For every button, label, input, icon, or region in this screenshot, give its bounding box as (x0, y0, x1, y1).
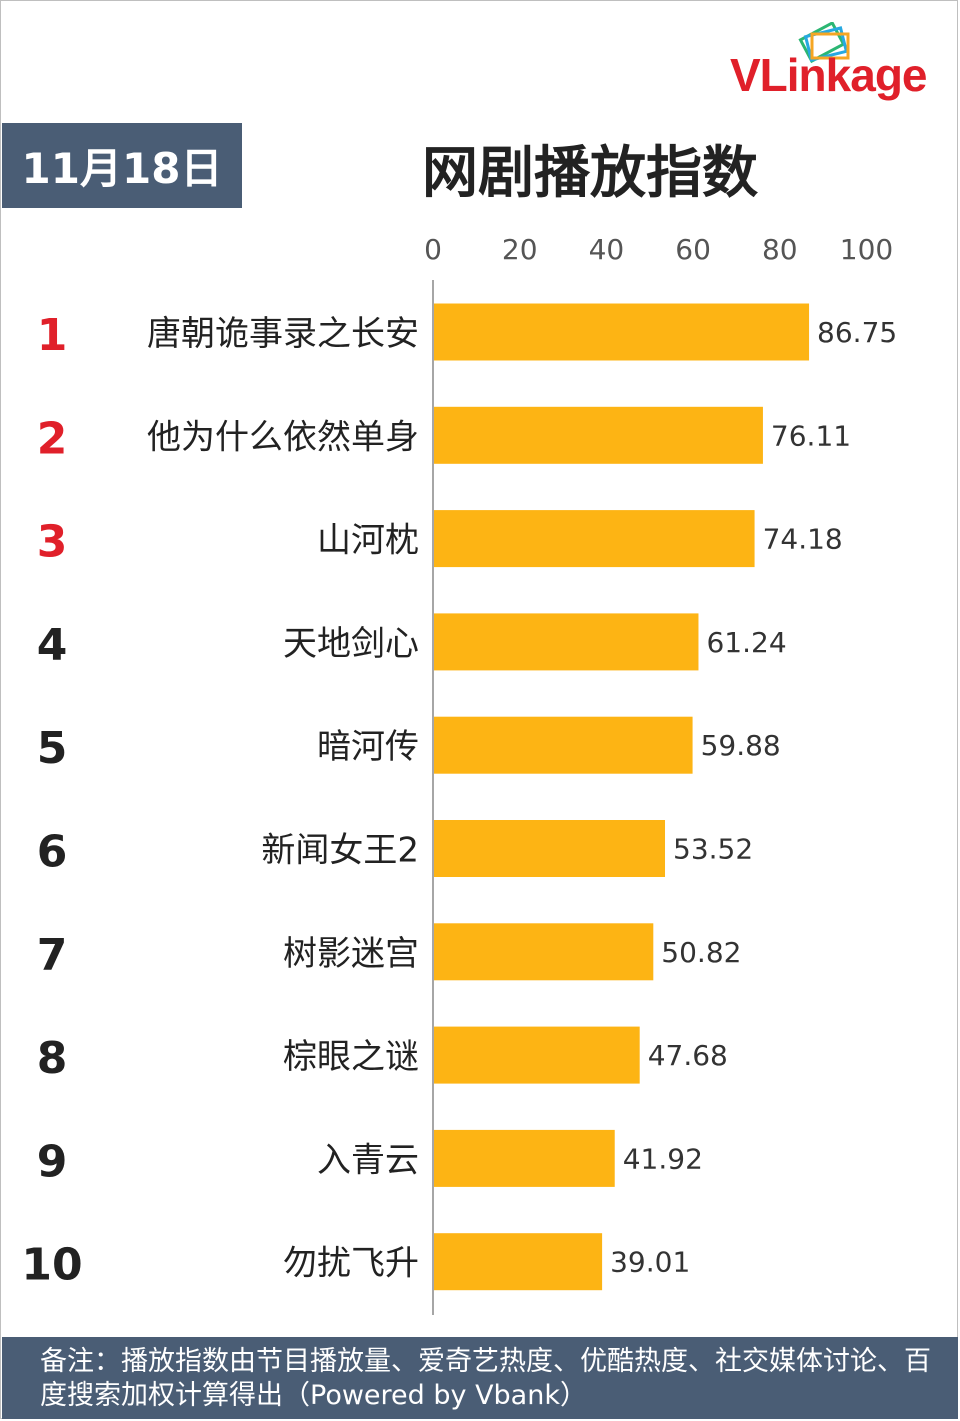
bar (433, 613, 699, 671)
rank-label: 4 (37, 620, 68, 671)
bar (433, 1129, 615, 1187)
date-badge: 11月18日 (2, 123, 242, 208)
data-label: 86.75 (817, 316, 897, 349)
data-label: 50.82 (661, 936, 741, 969)
rank-label: 2 (37, 413, 68, 464)
x-tick-label: 0 (424, 233, 442, 266)
bar (433, 510, 755, 568)
logo-text: VLinkage (730, 49, 928, 101)
x-tick-label: 80 (762, 233, 798, 266)
x-tick-label: 40 (589, 233, 625, 266)
category-label: 暗河传 (317, 727, 419, 767)
data-label: 59.88 (701, 729, 781, 762)
data-label: 39.01 (610, 1246, 690, 1279)
category-label: 新闻女王2 (261, 831, 419, 871)
category-label: 唐朝诡事录之长安 (147, 314, 419, 354)
x-tick-label: 20 (502, 233, 538, 266)
data-label: 61.24 (706, 626, 786, 659)
bar (433, 303, 810, 361)
data-label: 47.68 (648, 1039, 728, 1072)
rank-label: 7 (37, 930, 68, 981)
category-label: 棕眼之谜 (283, 1037, 419, 1077)
bar (433, 716, 693, 774)
rank-label: 5 (37, 723, 68, 774)
category-label: 天地剑心 (283, 624, 419, 664)
x-tick-label: 60 (675, 233, 711, 266)
data-label: 74.18 (763, 523, 843, 556)
bar (433, 1026, 640, 1084)
category-label: 树影迷宫 (283, 934, 419, 974)
rank-label: 9 (37, 1136, 68, 1187)
x-tick-label: 100 (840, 233, 893, 266)
data-label: 76.11 (771, 419, 851, 452)
vlinkage-logo: VLinkage (730, 22, 952, 102)
data-label: 53.52 (673, 833, 753, 866)
data-label: 41.92 (623, 1142, 703, 1175)
rank-label: 1 (37, 310, 68, 361)
rank-label: 8 (37, 1033, 68, 1084)
category-label: 勿扰飞升 (283, 1244, 419, 1284)
rank-label: 6 (37, 827, 68, 878)
category-label: 入青云 (317, 1140, 419, 1180)
bar (433, 820, 666, 877)
bar (433, 1233, 603, 1291)
rank-label: 3 (37, 517, 68, 568)
category-label: 山河枕 (317, 521, 419, 561)
category-label: 他为什么依然单身 (147, 417, 419, 457)
bar (433, 406, 763, 464)
bar (433, 923, 654, 981)
rank-label: 10 (21, 1240, 82, 1291)
footnote: 备注：播放指数由节目播放量、爱奇艺热度、优酷热度、社交媒体讨论、百度搜索加权计算… (2, 1337, 958, 1419)
logo-cards-icon (798, 22, 850, 64)
chart-title: 网剧播放指数 (422, 141, 758, 206)
bar-chart: 0 20 40 60 80 100 1 唐朝诡事录之长安 86.75 2 他为什么依然单身 76.11… (21, 233, 897, 1315)
